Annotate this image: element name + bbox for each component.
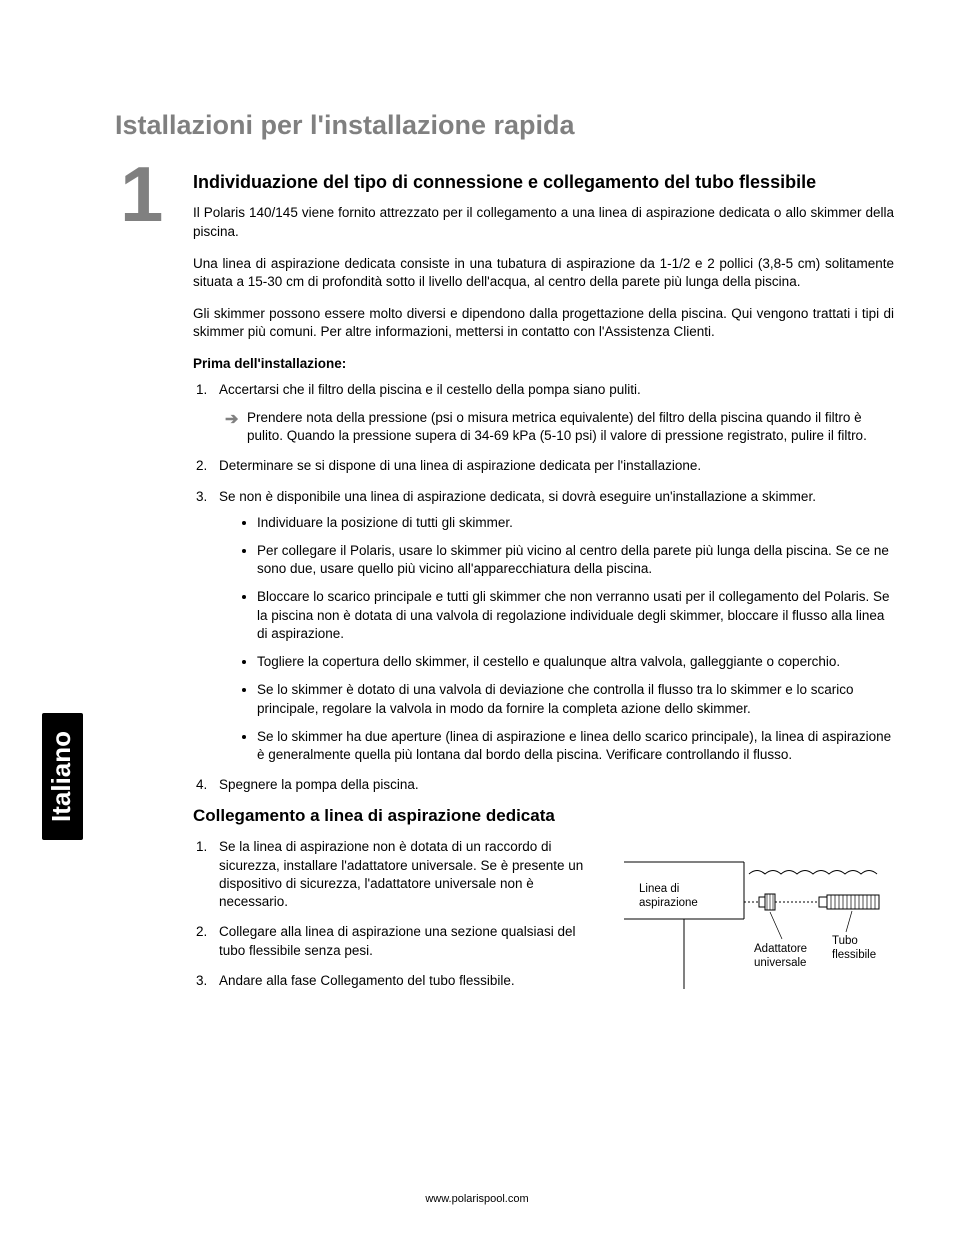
list-item: Spegnere la pompa della piscina. xyxy=(211,776,894,794)
list-item: Accertarsi che il filtro della piscina e… xyxy=(211,381,894,446)
install-list: Accertarsi che il filtro della piscina e… xyxy=(193,381,894,795)
paragraph: Una linea di aspirazione dedicata consis… xyxy=(193,255,894,291)
footer-url: www.polarispool.com xyxy=(0,1193,954,1205)
arrow-icon: ➔ xyxy=(225,409,238,431)
language-tab: Italiano xyxy=(42,713,83,840)
list-text: Se non è disponibile una linea di aspira… xyxy=(219,489,816,504)
diagram-label: Linea di xyxy=(639,883,679,895)
list-text: Accertarsi che il filtro della piscina e… xyxy=(219,382,641,397)
paragraph: Il Polaris 140/145 viene fornito attrezz… xyxy=(193,204,894,240)
diagram-label: flessibile xyxy=(832,949,876,961)
note-text: Prendere nota della pressione (psi o mis… xyxy=(247,410,867,443)
list-item: Se non è disponibile una linea di aspira… xyxy=(211,488,894,765)
bullet-item: Se lo skimmer ha due aperture (linea di … xyxy=(257,728,894,764)
list-item: Collegare alla linea di aspirazione una … xyxy=(211,923,594,959)
subsection-title: Collegamento a linea di aspirazione dedi… xyxy=(193,806,894,826)
connection-list: Se la linea di aspirazione non è dotata … xyxy=(193,838,594,990)
suction-line-diagram: Linea di aspirazione xyxy=(614,844,894,1004)
bullet-item: Togliere la copertura dello skimmer, il … xyxy=(257,653,894,671)
diagram-label: universale xyxy=(754,957,806,969)
bullet-item: Se lo skimmer è dotato di una valvola di… xyxy=(257,681,894,717)
bullet-list: Individuare la posizione di tutti gli sk… xyxy=(219,514,894,764)
before-install-heading: Prima dell'installazione: xyxy=(193,356,894,371)
bullet-item: Per collegare il Polaris, usare lo skimm… xyxy=(257,542,894,578)
diagram-label: Adattatore xyxy=(754,943,807,955)
step-number: 1 xyxy=(120,155,163,233)
diagram-label: Tubo xyxy=(832,935,858,947)
list-item: Determinare se si dispone di una linea d… xyxy=(211,457,894,475)
list-item: Se la linea di aspirazione non è dotata … xyxy=(211,838,594,911)
paragraph: Gli skimmer possono essere molto diversi… xyxy=(193,305,894,341)
section-title: Individuazione del tipo di connessione e… xyxy=(193,171,894,194)
bullet-item: Individuare la posizione di tutti gli sk… xyxy=(257,514,894,532)
page-title: Istallazioni per l'installazione rapida xyxy=(115,110,894,141)
diagram-label: aspirazione xyxy=(639,897,698,909)
list-item: Andare alla fase Collegamento del tubo f… xyxy=(211,972,594,990)
arrow-note: ➔ Prendere nota della pressione (psi o m… xyxy=(247,409,894,445)
bullet-item: Bloccare lo scarico principale e tutti g… xyxy=(257,588,894,643)
